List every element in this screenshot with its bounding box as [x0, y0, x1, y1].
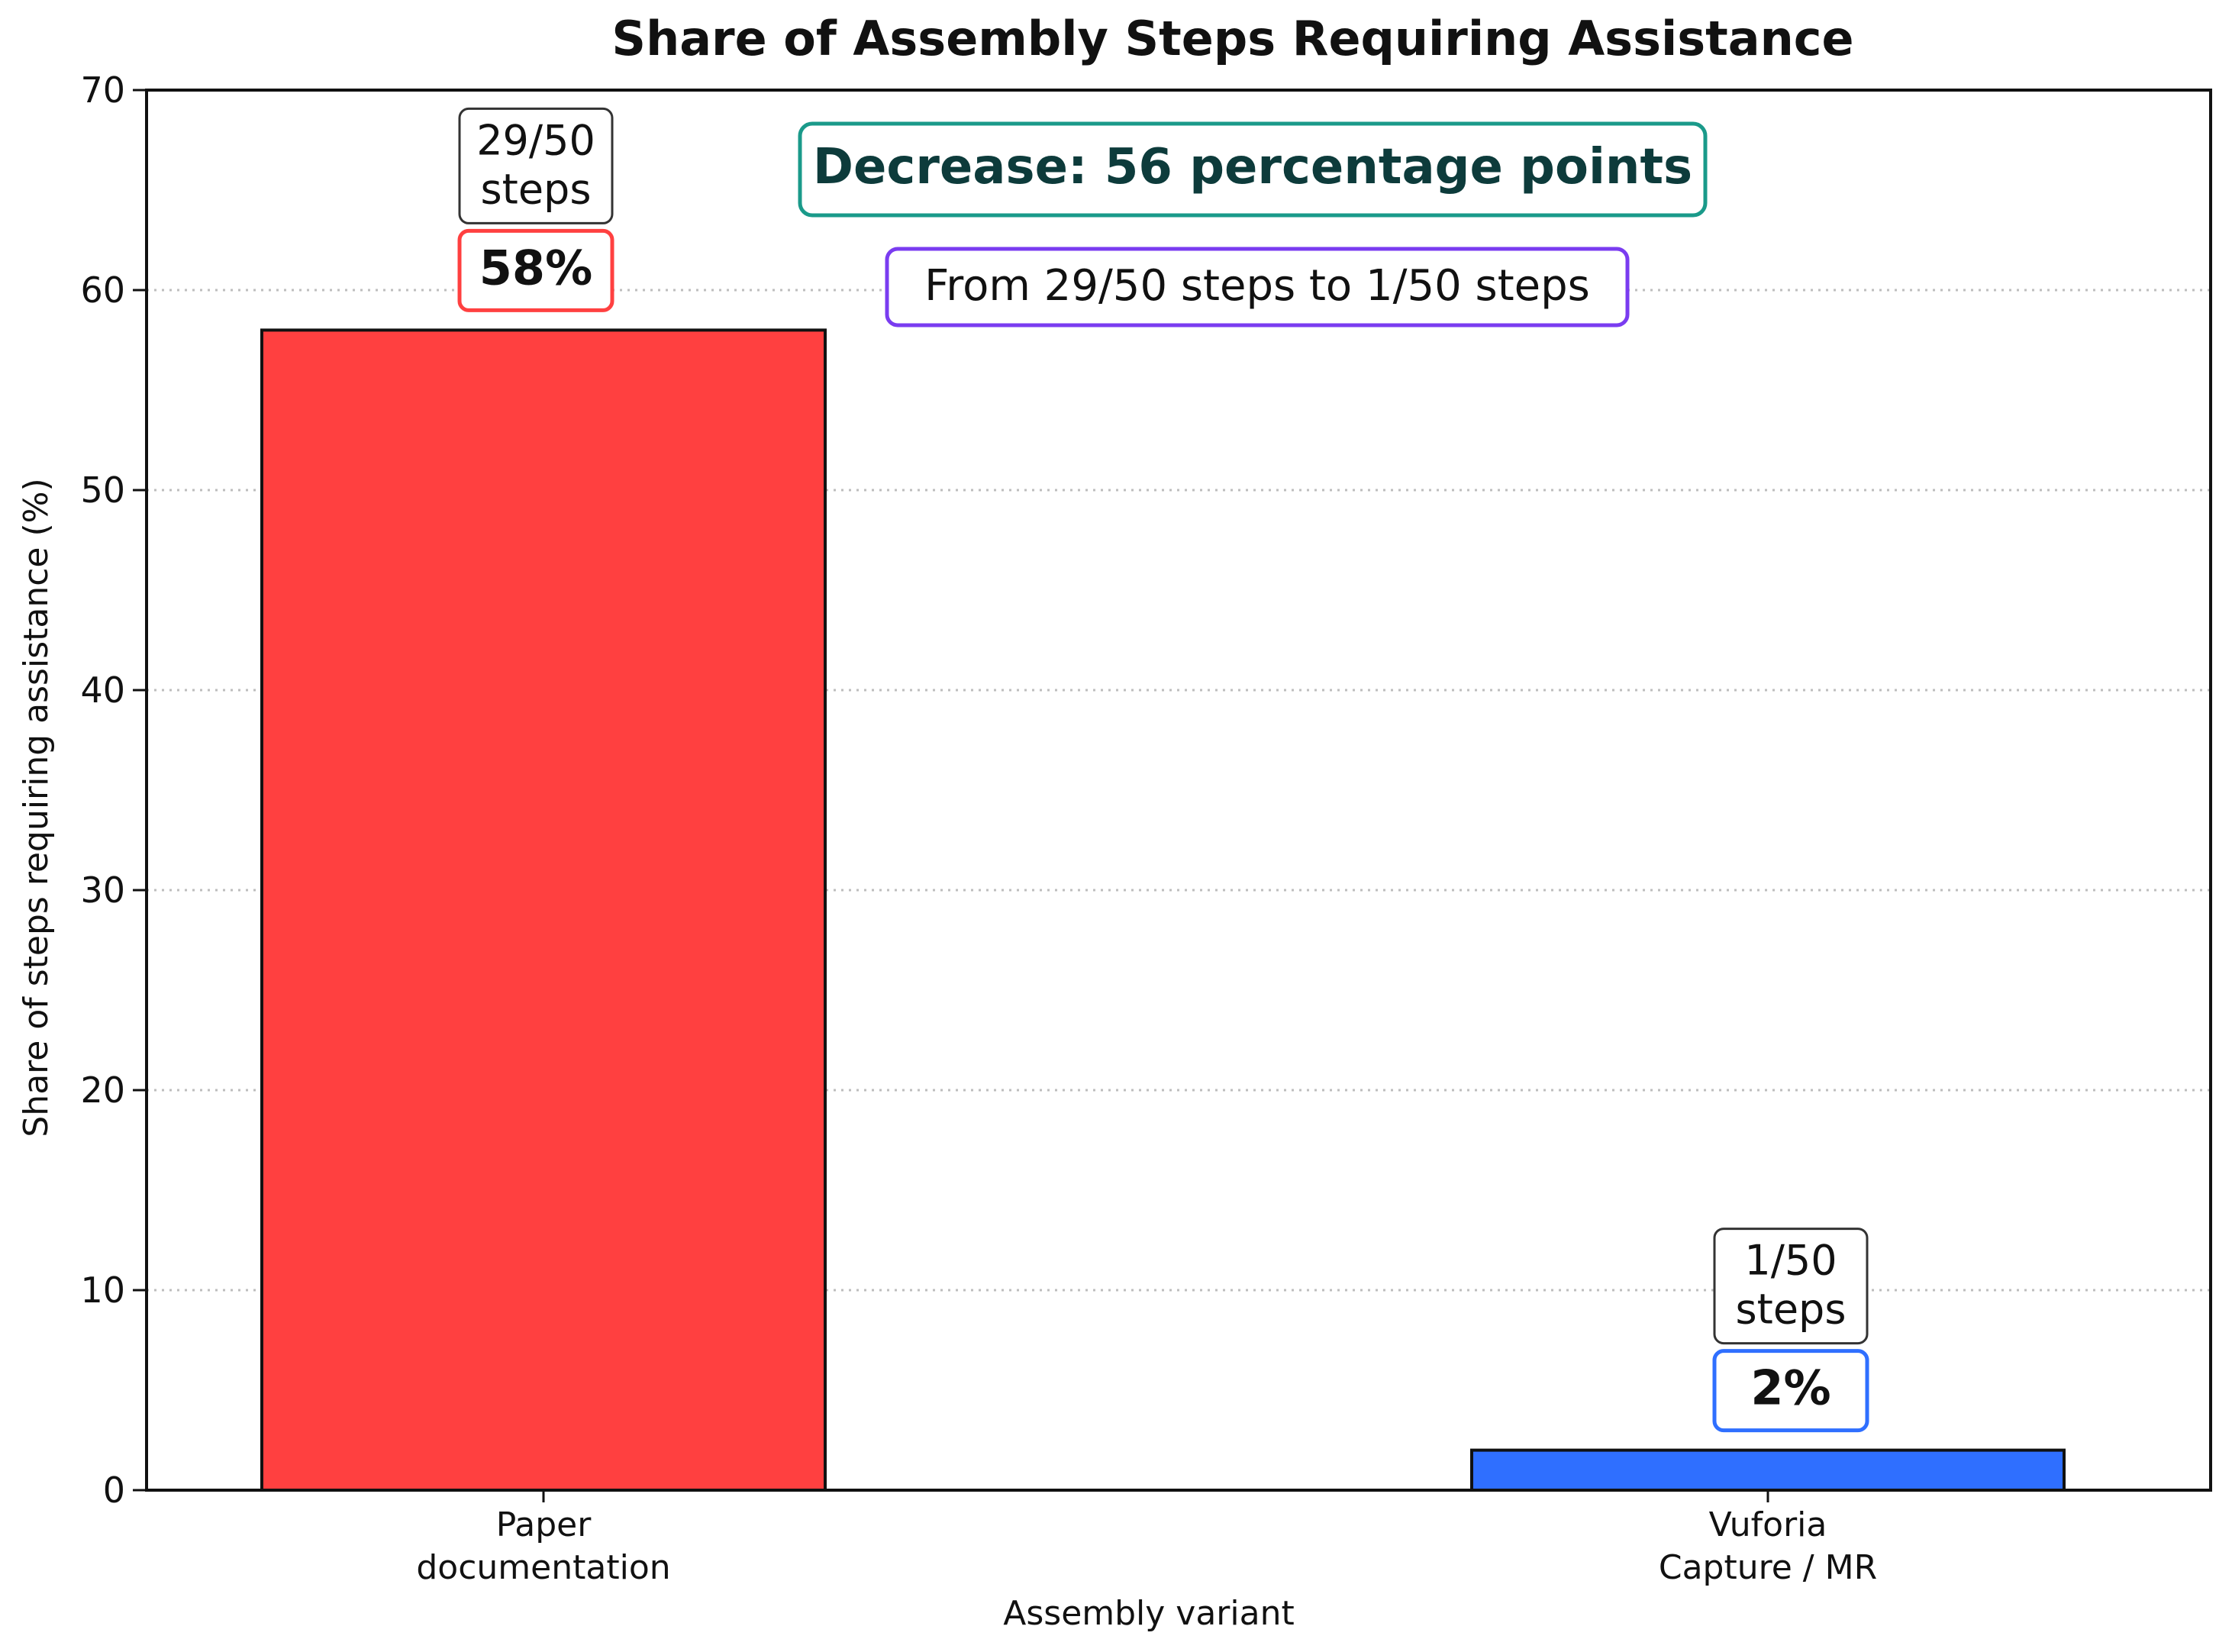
- bar: [1470, 1448, 2066, 1492]
- x-tick-label: Vuforia: [1709, 1505, 1827, 1544]
- count-label: steps: [1736, 1286, 1847, 1334]
- value-label: 2%: [1750, 1360, 1830, 1416]
- value-label-box: [1712, 1349, 1869, 1433]
- y-tick-label: 60: [80, 269, 125, 311]
- count-label: 29/50: [476, 116, 595, 164]
- y-axis: 0 10 20 30 40 50 60 70: [80, 69, 147, 1511]
- y-tick-label: 70: [80, 69, 125, 111]
- annotation-box: [798, 121, 1708, 218]
- count-label: steps: [481, 165, 592, 213]
- annotation-decrease: Decrease: 56 percentage points: [813, 139, 1692, 195]
- annotation-box: [885, 247, 1630, 327]
- annotation-range: From 29/50 steps to 1/50 steps: [924, 261, 1590, 311]
- y-tick-label: 0: [103, 1470, 125, 1511]
- value-label: 58%: [479, 240, 592, 295]
- x-tick-label: Paper: [496, 1505, 592, 1544]
- y-tick-label: 30: [80, 870, 125, 911]
- y-tick-label: 10: [80, 1270, 125, 1311]
- y-tick-label: 20: [80, 1070, 125, 1111]
- chart-title: Share of Assembly Steps Requiring Assist…: [611, 11, 1853, 66]
- x-axis-label: Assembly variant: [1003, 1594, 1294, 1633]
- count-label: 1/50: [1744, 1237, 1837, 1285]
- value-label-box: [457, 228, 614, 312]
- x-tick-label: documentation: [416, 1548, 670, 1587]
- bar: [260, 328, 827, 1492]
- y-tick-label: 40: [80, 670, 125, 711]
- x-tick-label: Capture / MR: [1659, 1548, 1877, 1587]
- y-tick-label: 50: [80, 469, 125, 511]
- x-axis: Paper documentation Vuforia Capture / MR: [416, 1490, 1877, 1587]
- count-label-box: [458, 107, 614, 224]
- count-label-box: [1713, 1228, 1869, 1345]
- annotations: Decrease: 56 percentage points From 29/50…: [798, 121, 1708, 327]
- y-axis-label: Share of steps requiring assistance (%): [17, 478, 56, 1137]
- plot-frame: [145, 89, 2212, 1492]
